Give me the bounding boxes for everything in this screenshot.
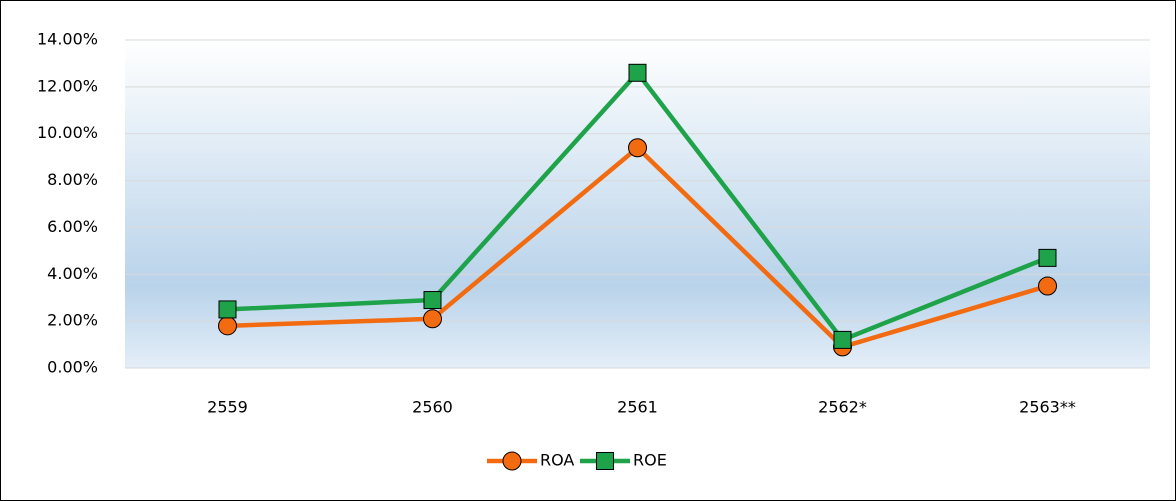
x-tick-label: 2561 (617, 398, 658, 417)
y-tick-label: 4.00% (47, 264, 98, 283)
legend-item: ROA (487, 451, 574, 471)
x-tick-label: 2563** (1019, 398, 1076, 417)
y-tick-label: 8.00% (47, 170, 98, 189)
marker (218, 316, 237, 336)
x-tick-label: 2562* (818, 398, 867, 417)
marker (628, 63, 647, 82)
y-tick-label: 10.00% (37, 123, 98, 142)
marker (218, 300, 237, 319)
marker (833, 330, 852, 349)
plot-area (125, 40, 1150, 368)
legend-item: ROE (580, 451, 667, 470)
marker (628, 138, 647, 158)
x-tick-label: 2560 (412, 398, 453, 417)
y-tick-label: 2.00% (47, 311, 98, 330)
y-tick-label: 0.00% (47, 358, 98, 377)
legend-label: ROA (540, 451, 574, 470)
legend-marker (502, 451, 522, 471)
legend-label: ROE (633, 451, 667, 470)
legend-marker (596, 452, 614, 470)
marker (1038, 248, 1057, 267)
y-tick-label: 14.00% (37, 30, 98, 49)
marker (1038, 276, 1057, 296)
marker (423, 291, 442, 310)
y-tick-label: 12.00% (37, 76, 98, 95)
marker (423, 309, 442, 329)
x-tick-label: 2559 (207, 398, 248, 417)
y-tick-label: 6.00% (47, 217, 98, 236)
